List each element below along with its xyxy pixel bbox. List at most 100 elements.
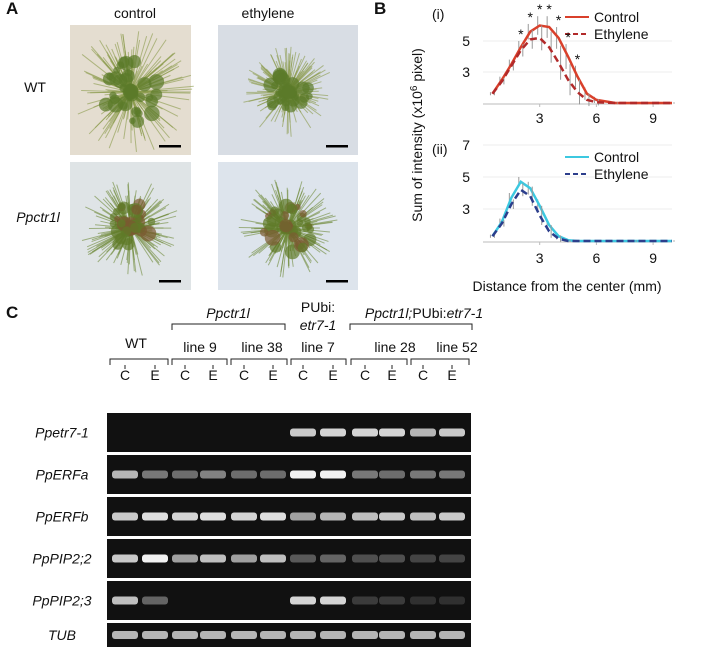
legend-label: Ethylene: [594, 26, 649, 42]
gel-band: [260, 631, 286, 639]
gel-band: [320, 470, 346, 479]
tissue: [135, 92, 146, 103]
gel-band: [439, 428, 465, 437]
tissue: [279, 219, 293, 233]
tissue: [264, 229, 281, 246]
line-label: line 7: [301, 339, 335, 355]
gel-band: [290, 554, 316, 563]
x-tick-label: 3: [536, 110, 544, 126]
tissue: [131, 204, 142, 215]
tissue: [305, 92, 313, 100]
tissue: [296, 81, 310, 95]
y-axis-label-part: Sum of intensity (x10: [409, 91, 425, 222]
gel-band: [142, 596, 168, 605]
gel-band: [410, 596, 436, 605]
bracket: [171, 323, 286, 330]
data-line: [491, 36, 672, 105]
gel-band: [320, 554, 346, 563]
gel-band: [410, 512, 436, 521]
tissue: [113, 207, 121, 216]
scale-bar: [326, 145, 348, 148]
gel-band: [172, 554, 198, 563]
tissue: [270, 206, 280, 216]
gel-band: [439, 554, 465, 563]
gel-band: [231, 512, 257, 521]
tissue: [131, 114, 145, 128]
gel-band: [379, 554, 405, 563]
group-label: etr7-1: [300, 317, 337, 333]
tissue: [286, 203, 298, 215]
significance-mark: *: [575, 51, 581, 67]
scale-bar: [159, 145, 181, 148]
gel-band: [231, 554, 257, 563]
tissue: [288, 232, 299, 243]
line-label: line 52: [436, 339, 477, 355]
significance-mark: *: [546, 1, 552, 17]
lane-label: E: [268, 367, 277, 383]
bracket: [109, 358, 169, 365]
gel-band: [200, 470, 226, 479]
photos: [70, 25, 358, 290]
lane-label: C: [120, 367, 130, 383]
panel-label: B: [374, 0, 386, 18]
tissue: [276, 98, 284, 105]
row-label: PpPIP2;3: [32, 593, 91, 609]
brackets: [109, 323, 473, 365]
gel-band: [352, 554, 378, 563]
gel-band: [439, 596, 465, 605]
filament: [130, 85, 194, 93]
gel: line 9 line 38 line 7 line 28 line 52 C E C E C E C…: [32, 339, 478, 647]
tissue: [129, 117, 136, 125]
filament: [130, 33, 154, 93]
gel-band: [260, 554, 286, 563]
bracket: [410, 358, 470, 365]
y-tick-label: 3: [462, 201, 470, 217]
line-label: line 38: [241, 339, 282, 355]
gel-band: [410, 554, 436, 563]
tissue: [145, 95, 158, 108]
filament: [280, 227, 289, 273]
gel-band: [112, 512, 138, 521]
bracket: [349, 323, 473, 330]
line-label: line 28: [374, 339, 415, 355]
tissue: [282, 86, 295, 99]
bracket: [230, 358, 288, 365]
gel-band: [379, 631, 405, 639]
gel-band: [320, 428, 346, 437]
gel-band: [320, 631, 346, 639]
panel-label: C: [6, 303, 18, 322]
column-label: control: [114, 5, 156, 21]
tissue: [109, 220, 117, 228]
row-label: PpERFa: [36, 467, 89, 483]
gel-band: [142, 512, 168, 521]
tissue: [131, 106, 142, 117]
gel-band: [112, 554, 138, 563]
significance-mark: *: [518, 26, 524, 42]
gel-band: [320, 596, 346, 605]
tissue: [113, 66, 121, 74]
tissue: [140, 225, 157, 242]
row-label: PpPIP2;2: [32, 551, 91, 567]
y-axis-label-part: pixel): [409, 48, 425, 85]
gel-band: [290, 512, 316, 521]
x-tick-label: 9: [649, 250, 657, 266]
gel-band: [290, 428, 316, 437]
gel-band: [410, 470, 436, 479]
bracket: [171, 358, 228, 365]
lane-label: E: [447, 367, 456, 383]
gel-band: [352, 631, 378, 639]
gel-band: [290, 470, 316, 479]
tissue: [284, 99, 297, 113]
gel-band: [231, 631, 257, 639]
group-label: Ppctr1l;PUbi:etr7-1: [365, 305, 483, 321]
group-label: WT: [125, 335, 147, 351]
gel-band: [379, 596, 405, 605]
gel-band: [200, 512, 226, 521]
bracket: [350, 358, 408, 365]
legend-label: Ethylene: [594, 166, 649, 182]
panel-label: A: [6, 0, 18, 18]
gel-band: [320, 512, 346, 521]
gel-band: [410, 428, 436, 437]
tissue: [106, 72, 114, 81]
